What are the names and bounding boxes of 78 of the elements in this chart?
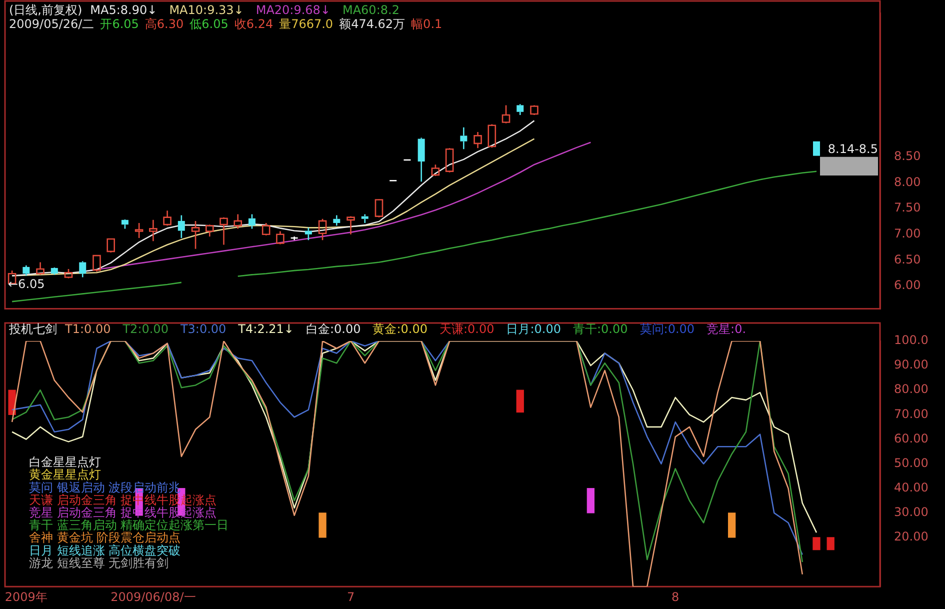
text: MA10:9.33↓	[169, 3, 244, 18]
chart-title: 投机七剑	[8, 322, 57, 336]
y-tick-label: 6.50	[894, 252, 921, 266]
text: 莫问:0.00	[640, 322, 695, 336]
y-tick-label: 90.00	[894, 358, 928, 372]
candlestick	[502, 104, 510, 124]
text: 竞星:0.	[706, 322, 746, 336]
y-tick-label: 7.50	[894, 200, 921, 215]
chart-title: (日线,前复权)	[9, 3, 82, 18]
y-tick-label: 7.00	[894, 226, 921, 241]
text: 白金:0.00	[306, 322, 361, 336]
annotation: 高6.30	[144, 17, 184, 32]
band-label: 8.14-8.5	[828, 142, 878, 156]
x-tick-label: 8	[672, 590, 680, 604]
bar	[728, 512, 736, 538]
bar	[516, 390, 524, 413]
annotation: 日月 短线追涨 高位横盘突破	[29, 543, 181, 558]
candlestick	[134, 222, 144, 239]
annotation: ←6.05	[8, 277, 45, 292]
series-label: T3:0.00	[179, 322, 226, 336]
y-tick-label: 80.00	[894, 382, 928, 396]
y-tick-label: 40.00	[894, 480, 928, 494]
candlestick	[178, 214, 185, 239]
annotation: 量7667.0	[279, 17, 334, 32]
text: 日月:0.00	[506, 322, 562, 336]
candlestick	[234, 214, 242, 230]
text: MA60:8.2	[342, 3, 400, 18]
candlestick	[79, 260, 86, 278]
bar	[826, 537, 834, 550]
series-label: T1:0.00	[64, 322, 111, 336]
candlestick	[36, 262, 44, 276]
candlestick	[474, 131, 482, 149]
text: 青干:0.00	[573, 322, 628, 336]
candlestick	[191, 220, 200, 250]
annotation: 游龙 短线至尊 无剑胜有剑	[29, 556, 169, 570]
candlestick	[149, 219, 158, 242]
y-tick-label: 8.50	[894, 148, 921, 163]
annotation: 幅0.1	[411, 17, 442, 32]
annotation: 收6.24	[234, 17, 274, 32]
y-tick-label: 50.00	[894, 456, 928, 470]
candlestick	[418, 137, 425, 182]
y-tick-label: 70.00	[894, 406, 928, 421]
series-label: T2:0.00	[122, 322, 168, 336]
y-tick-label: 6.00	[894, 278, 921, 292]
candlestick	[205, 224, 214, 238]
y-tick-label: 30.00	[894, 505, 928, 520]
x-tick-label: 2009/06/08/一	[110, 590, 196, 604]
annotation: 舍神 黄金坑 阶段震仓启动点	[29, 530, 181, 545]
y-tick-label: 8.00	[894, 174, 921, 189]
candlestick	[50, 268, 58, 276]
x-tick-label: 2009年	[4, 590, 48, 604]
bar	[318, 512, 326, 538]
y-tick-label: 20.00	[894, 530, 928, 544]
candlestick	[22, 264, 30, 276]
annotation: 额474.62万	[339, 17, 406, 32]
series-label: T4:2.21↓	[237, 322, 294, 336]
candlestick	[516, 104, 524, 116]
text: MA5:8.90↓	[90, 3, 158, 18]
candlestick	[460, 126, 468, 150]
text: 天谦:0.00	[439, 322, 494, 336]
text: MA20:9.68↓	[256, 3, 330, 18]
y-tick-label: 60.00	[894, 431, 928, 446]
bar	[812, 537, 820, 550]
candlestick	[220, 216, 228, 246]
annotation: 青干 蓝三角启动 精确定位起涨第一日	[29, 518, 229, 532]
text: 黄金:0.00	[372, 322, 428, 336]
annotation: 白金星星点灯	[29, 455, 101, 470]
candlestick	[346, 216, 355, 236]
annotation: 开6.05	[100, 17, 139, 32]
x-tick-label: 7	[346, 590, 355, 604]
bar	[586, 488, 595, 514]
candlestick	[361, 214, 368, 224]
annotation: 黄金星星点灯	[29, 468, 101, 482]
y-tick-label: 100.0	[894, 333, 928, 348]
annotation: 低6.05	[190, 17, 228, 32]
candlestick	[333, 214, 340, 226]
annotation: 2009/05/26/二	[9, 17, 94, 32]
candlestick	[163, 210, 172, 226]
